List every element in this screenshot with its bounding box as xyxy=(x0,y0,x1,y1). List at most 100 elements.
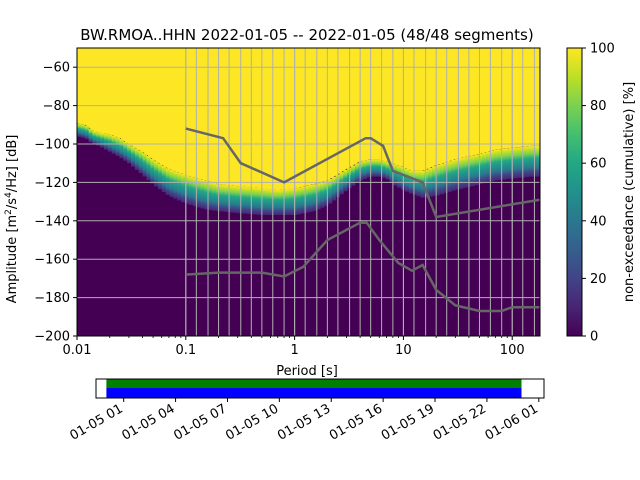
heatmap-column xyxy=(304,185,310,213)
y-tick-label: −160 xyxy=(34,253,70,268)
x-tick-label: 0.01 xyxy=(63,343,92,358)
time-tick-label: 01-05 10 xyxy=(223,401,281,443)
heatmap-column xyxy=(536,145,540,177)
heatmap-column xyxy=(343,169,348,192)
heatmap-column xyxy=(505,148,510,180)
time-tick-label: 01-05 22 xyxy=(431,401,489,443)
colorbar-tick-label: 60 xyxy=(590,157,607,172)
heatmap-column xyxy=(181,173,186,203)
heatmap-column xyxy=(92,131,97,145)
heatmap-column xyxy=(262,188,267,216)
time-tick-label: 01-06 01 xyxy=(483,401,541,443)
heatmap-column xyxy=(439,163,445,195)
colorbar-tick-label: 40 xyxy=(590,214,607,229)
heatmap-column xyxy=(435,164,441,196)
colorbar-tick-label: 100 xyxy=(590,42,615,57)
plot-frame xyxy=(76,47,541,337)
heatmap-column xyxy=(293,188,298,215)
heatmap-column xyxy=(212,183,217,211)
heatmap-column xyxy=(528,146,533,177)
heatmap-column xyxy=(512,147,518,179)
heatmap-column xyxy=(300,186,306,214)
heatmap-column xyxy=(381,160,387,178)
heatmap-column xyxy=(331,176,337,201)
heatmap-column xyxy=(339,172,344,195)
x-tick-label: 100 xyxy=(500,343,525,358)
heatmap-column xyxy=(123,141,128,161)
ppsd-plot-area xyxy=(77,48,540,336)
x-tick-label: 0.1 xyxy=(175,343,196,358)
heatmap-column xyxy=(173,171,178,199)
heatmap-column xyxy=(470,155,476,186)
heatmap-column xyxy=(185,175,190,204)
heatmap-column xyxy=(431,166,437,197)
coverage-bar-green xyxy=(106,379,522,388)
heatmap-column xyxy=(127,144,132,164)
heatmap-column xyxy=(80,124,86,138)
heatmap-column xyxy=(497,149,503,181)
heatmap-column xyxy=(447,161,452,192)
heatmap-column xyxy=(196,178,202,208)
time-axis-frame xyxy=(95,378,545,399)
y-tick-label: −200 xyxy=(34,330,70,345)
heatmap-column xyxy=(146,155,151,181)
x-axis-label: Period [s] xyxy=(276,364,338,379)
y-axis-label: Amplitude [m2/s4/Hz] [dB] xyxy=(4,135,20,304)
heatmap-column xyxy=(404,168,410,192)
heatmap-column xyxy=(84,125,90,140)
time-tick-label: 01-05 19 xyxy=(379,401,437,443)
heatmap-column xyxy=(327,179,333,204)
heatmap-column xyxy=(443,162,448,194)
heatmap-column xyxy=(474,154,479,186)
heatmap-column xyxy=(223,185,229,212)
y-tick-label: −80 xyxy=(43,99,70,114)
heatmap-column xyxy=(312,184,317,211)
heatmap-column xyxy=(424,169,429,198)
heatmap-region-high xyxy=(77,48,540,191)
x-tick-label: 1 xyxy=(290,343,298,358)
heatmap-column xyxy=(458,158,464,189)
heatmap-column xyxy=(188,176,194,206)
heatmap-column xyxy=(165,168,171,195)
y-tick-label: −100 xyxy=(34,138,70,153)
heatmap-column xyxy=(169,169,175,198)
heatmap-column xyxy=(104,133,109,150)
heatmap-column xyxy=(358,161,364,181)
heatmap-column xyxy=(192,177,198,207)
heatmap-column xyxy=(408,170,414,194)
time-tick-label: 01-05 13 xyxy=(275,401,333,443)
heatmap-column xyxy=(119,138,124,159)
heatmap-column xyxy=(509,147,514,179)
heatmap-column xyxy=(289,188,294,216)
y-tick-label: −180 xyxy=(34,291,70,306)
heatmap-column xyxy=(131,146,136,167)
heatmap-column xyxy=(385,161,391,180)
heatmap-column xyxy=(316,183,321,210)
heatmap-column xyxy=(200,179,205,209)
chart-title: BW.RMOA..HHN 2022-01-05 -- 2022-01-05 (4… xyxy=(80,26,533,44)
colorbar-tick-label: 0 xyxy=(590,330,598,345)
heatmap-column xyxy=(96,132,101,146)
heatmap-column xyxy=(254,187,259,215)
heatmap-column xyxy=(485,151,491,183)
y-axis: −60 −80 −100 −120 −140 −160 −180 −200 xyxy=(34,61,77,345)
heatmap-column xyxy=(142,153,148,177)
heatmap-column xyxy=(489,150,495,182)
heatmap-column xyxy=(320,181,325,208)
heatmap-column xyxy=(501,148,506,180)
heatmap-column xyxy=(231,185,236,213)
x-axis: 0.01 0.1 1 10 100 xyxy=(63,336,525,358)
time-tick-label: 01-05 04 xyxy=(119,401,177,443)
heatmap-column xyxy=(296,187,302,215)
colorbar-tick-label: 80 xyxy=(590,99,607,114)
colorbar-tick-label: 20 xyxy=(590,272,607,287)
heatmap-column xyxy=(177,172,182,201)
heatmap-column xyxy=(88,128,94,143)
heatmap-column xyxy=(516,147,522,178)
time-tick-label: 01-05 16 xyxy=(327,401,385,443)
heatmap-column xyxy=(482,152,487,184)
time-tick-label: 01-05 07 xyxy=(171,401,229,443)
heatmap-column xyxy=(239,186,244,214)
